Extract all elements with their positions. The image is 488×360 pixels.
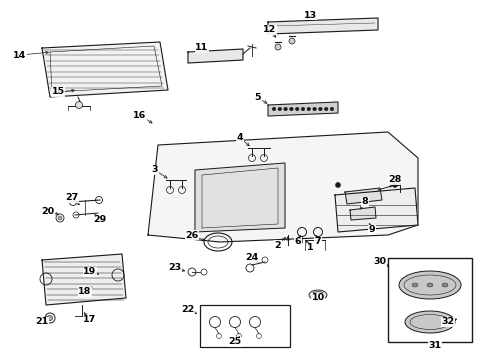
Text: 29: 29 (93, 216, 106, 225)
Text: 30: 30 (373, 257, 386, 266)
Text: 24: 24 (245, 253, 258, 262)
Circle shape (274, 44, 281, 50)
Text: 6: 6 (294, 238, 301, 247)
Circle shape (47, 315, 52, 320)
Text: 13: 13 (303, 10, 316, 19)
Circle shape (288, 38, 294, 44)
Text: 12: 12 (263, 26, 276, 35)
Circle shape (272, 107, 275, 111)
Polygon shape (334, 188, 417, 232)
Polygon shape (345, 188, 381, 204)
Text: 22: 22 (181, 306, 194, 315)
Text: 17: 17 (83, 315, 97, 324)
Ellipse shape (411, 283, 417, 287)
Circle shape (283, 107, 287, 111)
Text: 26: 26 (185, 230, 198, 239)
Text: 1: 1 (306, 243, 313, 252)
Text: 2: 2 (274, 240, 281, 249)
Circle shape (318, 107, 322, 111)
Bar (387, 258, 471, 342)
Circle shape (392, 183, 397, 188)
Text: 4: 4 (236, 134, 243, 143)
Ellipse shape (308, 290, 326, 300)
Polygon shape (195, 163, 285, 232)
Text: 25: 25 (228, 338, 241, 346)
Polygon shape (42, 42, 168, 97)
Circle shape (58, 216, 62, 220)
Text: 20: 20 (41, 207, 55, 216)
Polygon shape (148, 132, 417, 242)
Circle shape (329, 107, 333, 111)
Circle shape (335, 183, 340, 188)
Circle shape (324, 107, 327, 111)
Polygon shape (42, 254, 126, 305)
Ellipse shape (426, 283, 432, 287)
Text: 15: 15 (51, 87, 64, 96)
Circle shape (301, 107, 304, 111)
Circle shape (278, 107, 281, 111)
Text: 5: 5 (254, 94, 261, 103)
Text: 16: 16 (133, 111, 146, 120)
Text: 14: 14 (13, 50, 26, 59)
Text: 18: 18 (78, 288, 92, 297)
Circle shape (75, 102, 82, 108)
Text: 7: 7 (314, 238, 321, 247)
Polygon shape (267, 18, 377, 34)
Bar (200, 305, 289, 347)
Text: 3: 3 (151, 166, 158, 175)
Polygon shape (267, 102, 337, 116)
Text: 32: 32 (441, 318, 454, 327)
Ellipse shape (441, 283, 447, 287)
Text: 9: 9 (368, 225, 375, 234)
Polygon shape (187, 49, 243, 63)
Circle shape (306, 107, 310, 111)
Text: 8: 8 (361, 198, 367, 207)
Ellipse shape (404, 311, 454, 333)
Circle shape (312, 107, 316, 111)
Text: 11: 11 (195, 44, 208, 53)
Text: 27: 27 (65, 194, 79, 202)
Text: 28: 28 (387, 175, 401, 184)
Text: 21: 21 (35, 318, 48, 327)
Ellipse shape (398, 271, 460, 299)
Text: 31: 31 (427, 341, 441, 350)
Text: 10: 10 (311, 293, 324, 302)
Text: 19: 19 (83, 267, 97, 276)
Polygon shape (349, 207, 375, 220)
Circle shape (289, 107, 293, 111)
Circle shape (295, 107, 298, 111)
Text: 23: 23 (168, 264, 181, 273)
